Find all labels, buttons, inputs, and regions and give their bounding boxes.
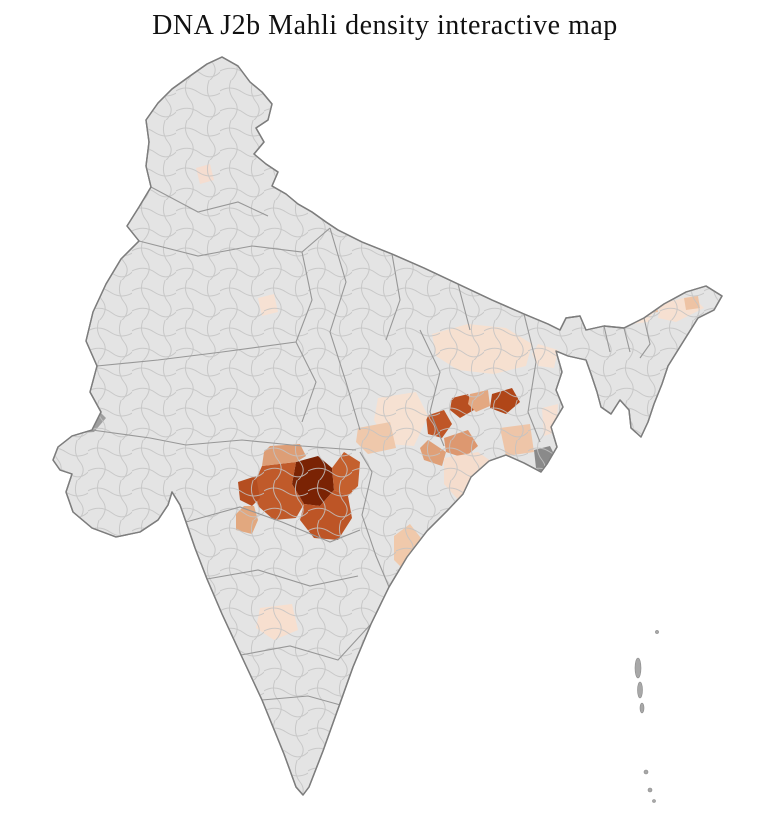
island[interactable] <box>637 681 643 699</box>
island[interactable] <box>634 657 642 679</box>
andaman-nicobar-islands[interactable] <box>634 630 659 803</box>
island[interactable] <box>643 769 649 775</box>
district-region-bengal-patch[interactable] <box>500 424 534 456</box>
district-region-assam-spot-1[interactable] <box>640 298 658 314</box>
district-region-assam-spot-2[interactable] <box>684 296 700 310</box>
island[interactable] <box>655 630 659 634</box>
page-title: DNA J2b Mahli density interactive map <box>152 10 618 41</box>
island[interactable] <box>652 799 656 803</box>
island[interactable] <box>639 702 645 714</box>
island[interactable] <box>647 787 653 793</box>
